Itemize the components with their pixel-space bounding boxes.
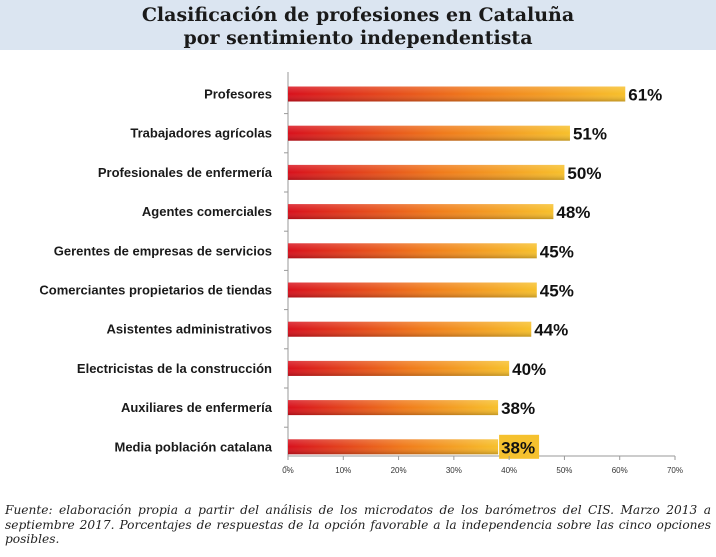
bar-shading xyxy=(288,400,499,416)
category-label: Trabajadores agrícolas xyxy=(130,126,272,141)
x-tick-label: 40% xyxy=(501,466,517,475)
bar-shading xyxy=(288,204,554,220)
data-label-highlight-box xyxy=(499,434,540,459)
title-band: Clasificación de profesiones en Cataluña… xyxy=(0,0,716,50)
bar-shading xyxy=(288,86,626,102)
category-label: Comerciantes propietarios de tiendas xyxy=(39,283,272,298)
category-label: Media población catalana xyxy=(115,439,273,454)
data-label: 40% xyxy=(512,360,546,379)
category-label: Auxiliares de enfermería xyxy=(121,400,273,415)
bar-chart: Profesores 61% Trabajadores agrícolas 51% Pr… xyxy=(39,72,683,475)
category-label: Profesionales de enfermería xyxy=(98,165,273,180)
data-label: 38% xyxy=(501,399,535,418)
data-label: 50% xyxy=(567,164,601,183)
x-tick-label: 50% xyxy=(556,466,572,475)
bar-shading xyxy=(288,439,499,455)
data-label: 38% xyxy=(501,438,535,457)
bar-shading xyxy=(288,164,565,180)
x-tick-label: 60% xyxy=(612,466,628,475)
category-label: Asistentes administrativos xyxy=(107,322,272,337)
x-tick-label: 10% xyxy=(335,466,351,475)
data-label: 44% xyxy=(534,321,568,340)
bar-shading xyxy=(288,321,532,337)
x-tick-label: 30% xyxy=(446,466,462,475)
category-label: Electricistas de la construcción xyxy=(77,361,272,376)
category-label: Agentes comerciales xyxy=(142,204,272,219)
bar-shading xyxy=(288,360,510,376)
source-note: Fuente: elaboración propia a partir del … xyxy=(5,503,711,546)
bar-shading xyxy=(288,282,537,298)
chart-title-line-2: por sentimiento independentista xyxy=(183,27,533,49)
category-label: Gerentes de empresas de servicios xyxy=(54,243,272,258)
data-label: 61% xyxy=(628,86,662,105)
data-label: 51% xyxy=(573,125,607,144)
data-label: 45% xyxy=(540,242,574,261)
data-label: 45% xyxy=(540,282,574,301)
chart-title-line-1: Clasificación de profesiones en Cataluña xyxy=(141,4,575,26)
data-label: 48% xyxy=(556,203,590,222)
x-tick-label: 0% xyxy=(282,466,294,475)
x-tick-label: 20% xyxy=(391,466,407,475)
x-tick-label: 70% xyxy=(667,466,683,475)
bar-shading xyxy=(288,125,570,141)
category-label: Profesores xyxy=(204,87,272,102)
bar-shading xyxy=(288,243,537,259)
